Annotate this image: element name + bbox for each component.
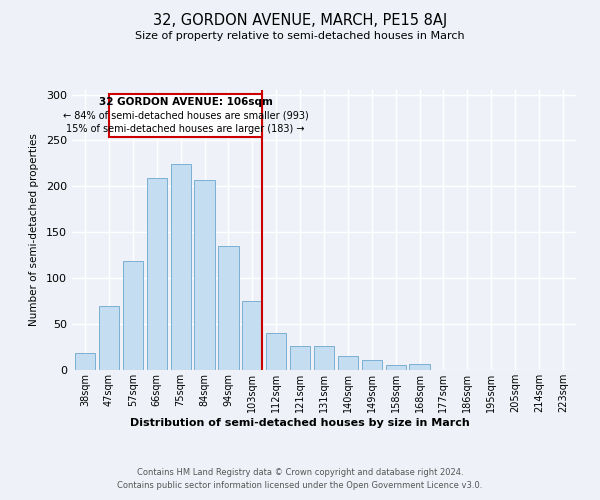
- Text: Contains HM Land Registry data © Crown copyright and database right 2024.: Contains HM Land Registry data © Crown c…: [137, 468, 463, 477]
- Text: 15% of semi-detached houses are larger (183) →: 15% of semi-detached houses are larger (…: [66, 124, 305, 134]
- Bar: [75, 354, 95, 370]
- Bar: [146, 178, 167, 370]
- Bar: [362, 360, 382, 370]
- Text: Contains public sector information licensed under the Open Government Licence v3: Contains public sector information licen…: [118, 482, 482, 490]
- Bar: [386, 366, 406, 370]
- Bar: [338, 356, 358, 370]
- Text: 32, GORDON AVENUE, MARCH, PE15 8AJ: 32, GORDON AVENUE, MARCH, PE15 8AJ: [153, 12, 447, 28]
- Bar: [314, 346, 334, 370]
- Bar: [123, 261, 143, 370]
- Bar: [242, 301, 262, 370]
- Bar: [170, 164, 191, 370]
- Bar: [218, 246, 239, 370]
- Text: 32 GORDON AVENUE: 106sqm: 32 GORDON AVENUE: 106sqm: [98, 97, 272, 107]
- Y-axis label: Number of semi-detached properties: Number of semi-detached properties: [29, 134, 39, 326]
- Bar: [99, 306, 119, 370]
- Text: Distribution of semi-detached houses by size in March: Distribution of semi-detached houses by …: [130, 418, 470, 428]
- Bar: [266, 334, 286, 370]
- Bar: [290, 346, 310, 370]
- Text: Size of property relative to semi-detached houses in March: Size of property relative to semi-detach…: [135, 31, 465, 41]
- FancyBboxPatch shape: [109, 94, 262, 137]
- Bar: [409, 364, 430, 370]
- Bar: [194, 180, 215, 370]
- Text: ← 84% of semi-detached houses are smaller (993): ← 84% of semi-detached houses are smalle…: [62, 111, 308, 121]
